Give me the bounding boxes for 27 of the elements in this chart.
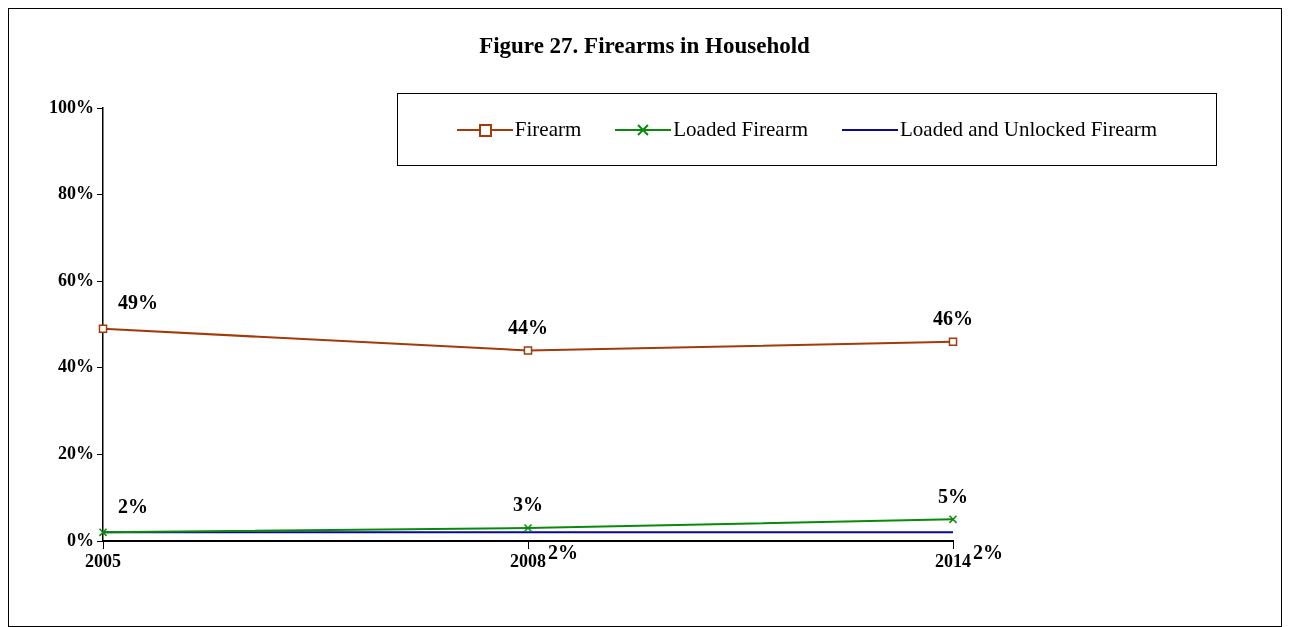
data-label: 2% bbox=[973, 540, 1003, 563]
x-tick-label: 2008 bbox=[510, 551, 546, 572]
y-tick-label: 100% bbox=[49, 96, 94, 117]
point bbox=[523, 523, 533, 533]
y-tick-label: 60% bbox=[58, 269, 94, 290]
y-tick-label: 40% bbox=[58, 356, 94, 377]
point bbox=[948, 515, 958, 524]
legend-label: Loaded Firearm bbox=[673, 117, 808, 142]
point bbox=[948, 337, 958, 347]
data-label: 2% bbox=[548, 540, 578, 563]
data-label: 44% bbox=[508, 315, 548, 338]
y-tick-label: 20% bbox=[58, 443, 94, 464]
legend-label: Loaded and Unlocked Firearm bbox=[900, 117, 1158, 142]
x-tick-label: 2014 bbox=[935, 551, 971, 572]
point bbox=[98, 324, 108, 334]
y-tick-label: 80% bbox=[58, 183, 94, 204]
legend-label: Firearm bbox=[514, 117, 582, 142]
data-label: 49% bbox=[118, 291, 158, 313]
data-label: 5% bbox=[938, 484, 968, 507]
point bbox=[98, 528, 108, 537]
x-tick-label: 2005 bbox=[85, 551, 121, 572]
data-label: 3% bbox=[513, 493, 543, 516]
data-label: 46% bbox=[933, 306, 973, 329]
point bbox=[523, 346, 533, 355]
chart-title: Figure 27. Firearms in Household bbox=[478, 33, 811, 59]
data-label: 2% bbox=[118, 494, 148, 517]
y-tick-label: 0% bbox=[67, 529, 94, 550]
